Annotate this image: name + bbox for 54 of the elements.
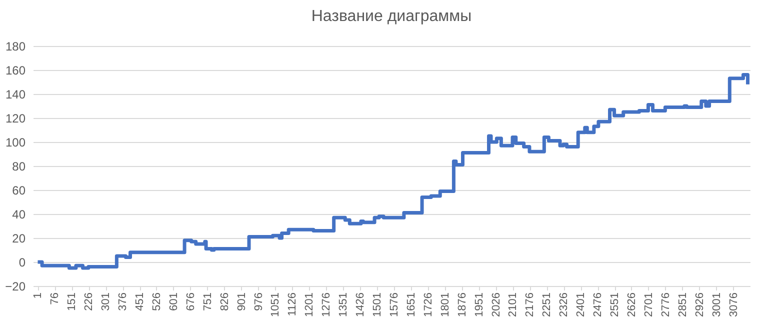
x-tick-label: 1 — [32, 292, 44, 299]
x-tick-label: 1276 — [320, 292, 333, 317]
x-tick-label: 2626 — [626, 292, 638, 317]
x-tick-label: 3076 — [728, 292, 740, 317]
x-tick-label: 751 — [202, 292, 214, 311]
x-tick-label: 1201 — [304, 292, 316, 317]
x-tick-label: 451 — [134, 292, 146, 311]
x-tick-label: 676 — [184, 292, 197, 311]
x-tick-label: 226 — [83, 292, 96, 311]
x-tick-label: 2476 — [592, 292, 604, 317]
x-tick-label: 2101 — [507, 292, 520, 317]
x-tick-label: 1351 — [338, 292, 350, 317]
x-tick-label: 376 — [117, 292, 130, 311]
x-tick-label: 76 — [49, 292, 62, 305]
x-tick-label: 826 — [218, 292, 231, 311]
x-tick-label: 1126 — [286, 292, 299, 316]
y-tick-label: 120 — [5, 112, 26, 126]
x-tick-label: 1426 — [354, 292, 367, 317]
y-tick-label: 0 — [18, 256, 26, 270]
x-tick-label: 526 — [150, 292, 163, 311]
x-tick-label: 3001 — [710, 292, 723, 317]
x-tick-label: 1951 — [473, 292, 486, 317]
y-tick-label: 140 — [5, 88, 26, 102]
x-tick-label: 301 — [100, 292, 112, 311]
y-tick-label: 40 — [12, 208, 26, 222]
x-tick-label: 2401 — [575, 292, 588, 317]
x-tick-label: 1501 — [372, 292, 384, 317]
x-tick-label: 151 — [66, 292, 78, 311]
x-tick-label: 2551 — [609, 292, 622, 317]
y-tick-label: 60 — [12, 184, 26, 198]
chart-title: Название диаграммы — [311, 8, 472, 25]
y-tick-label: 80 — [12, 160, 26, 174]
x-tick-label: 2851 — [676, 292, 689, 317]
x-tick-label: 1801 — [439, 292, 452, 317]
y-tick-label: 100 — [5, 136, 26, 150]
x-tick-label: 1576 — [388, 292, 400, 317]
y-tick-label: 20 — [12, 232, 26, 246]
x-tick-label: 1651 — [405, 292, 418, 317]
x-tick-label: 2251 — [541, 292, 554, 317]
x-tick-label: 1726 — [422, 292, 434, 317]
y-tick-label: 180 — [5, 40, 26, 54]
y-tick-label: 160 — [5, 64, 26, 78]
x-tick-label: 1876 — [456, 292, 468, 317]
y-tick-label: −20 — [5, 280, 26, 294]
x-tick-label: 2326 — [558, 292, 570, 317]
x-tick-label: 2776 — [660, 292, 672, 317]
x-tick-label: 2701 — [642, 292, 655, 317]
x-tick-label: 2026 — [490, 292, 502, 317]
x-tick-label: 2926 — [694, 292, 706, 317]
x-tick-label: 901 — [236, 292, 248, 311]
x-tick-label: 601 — [168, 292, 180, 311]
x-tick-label: 2176 — [524, 292, 536, 317]
x-tick-label: 1051 — [270, 292, 282, 317]
x-tick-label: 976 — [252, 292, 265, 311]
